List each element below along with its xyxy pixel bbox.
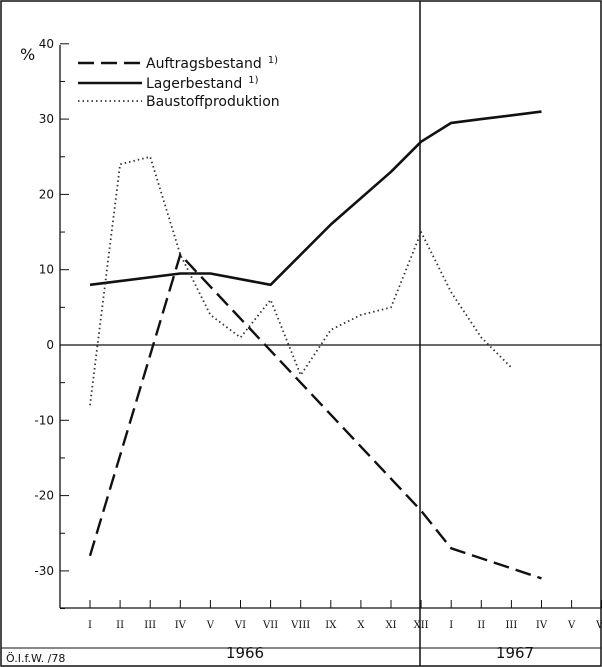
y-tick-label: -30 <box>34 564 54 578</box>
x-tick-label: IX <box>325 620 337 631</box>
legend: Auftragsbestand 1) Lagerbestand 1) Baustoffp… <box>78 55 280 110</box>
x-tick-label: III <box>144 620 156 631</box>
y-tick-label: 0 <box>46 338 54 352</box>
series-line-baustoffproduktion <box>89 155 513 406</box>
x-tick-label: X <box>357 620 365 631</box>
series-line-lagerbestand <box>89 110 542 287</box>
footer-label: Ö.I.f.W. /78 <box>6 652 65 665</box>
y-tick-label: 10 <box>39 263 54 277</box>
x-tick-label: II <box>116 620 124 631</box>
legend-footnote-marker: 1) <box>248 75 258 86</box>
legend-label: Auftragsbestand 1) <box>146 55 278 72</box>
x-tick-label: VI <box>595 620 602 631</box>
y-tick-label: 20 <box>39 187 54 201</box>
x-tick-label: III <box>505 620 517 631</box>
x-tick-label: XII <box>414 620 429 631</box>
y-tick-label: -20 <box>34 489 54 503</box>
x-tick-label: VI <box>234 620 246 631</box>
y-axis-unit-label: % <box>20 45 35 64</box>
year-label: 1966 <box>226 644 264 662</box>
x-tick-label: XI <box>385 620 396 631</box>
series-line-auftragsbestand <box>88 253 542 580</box>
x-tick-label: IV <box>175 620 187 631</box>
legend-label: Baustoffproduktion <box>146 94 280 110</box>
year-label: 1967 <box>496 644 534 662</box>
y-tick-label: 40 <box>39 37 54 51</box>
x-tick-label: VII <box>262 620 278 631</box>
y-tick-label: 30 <box>39 112 54 126</box>
y-tick-label: -10 <box>34 413 54 427</box>
series-layer <box>88 110 542 580</box>
x-tick-label: V <box>567 620 576 631</box>
x-tick-label: I <box>449 620 453 631</box>
legend-label: Lagerbestand 1) <box>146 75 259 92</box>
x-tick-label: VIII <box>290 620 310 631</box>
legend-footnote-marker: 1) <box>268 55 278 66</box>
x-tick-label: IV <box>536 620 548 631</box>
x-tick-label: II <box>477 620 485 631</box>
x-tick-label: I <box>88 620 92 631</box>
x-tick-label: V <box>206 620 215 631</box>
